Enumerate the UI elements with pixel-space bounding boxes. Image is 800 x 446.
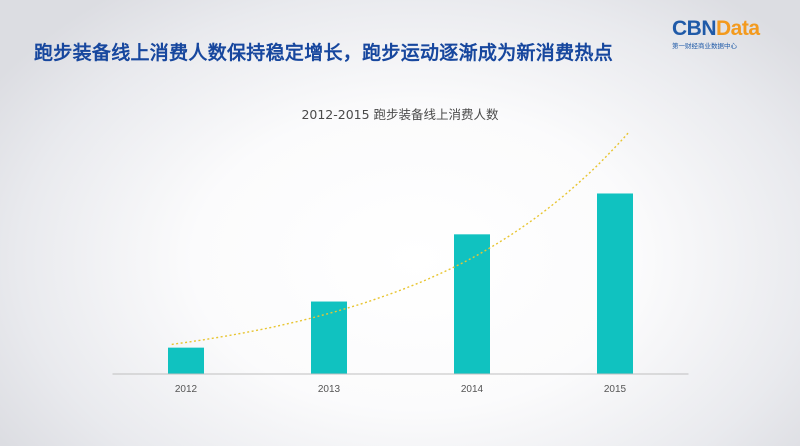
cbndata-logo: CBNData 第一财经商业数据中心 bbox=[672, 17, 784, 51]
x-tick-2013: 2013 bbox=[318, 384, 341, 395]
trendline bbox=[171, 131, 630, 346]
bar-2013 bbox=[311, 301, 347, 374]
headline: 跑步装备线上消费人数保持稳定增长，跑步运动逐渐成为新消费热点 bbox=[34, 42, 614, 64]
x-tick-2014: 2014 bbox=[461, 384, 484, 395]
x-tick-2015: 2015 bbox=[604, 384, 627, 395]
logo-text-cbn: CBN bbox=[672, 17, 717, 40]
logo-text-data: Data bbox=[716, 17, 760, 40]
bar-2014 bbox=[454, 234, 490, 374]
x-tick-labels: 2012 2013 2014 2015 bbox=[175, 384, 627, 395]
x-tick-2012: 2012 bbox=[175, 384, 198, 395]
logo-subtitle: 第一财经商业数据中心 bbox=[672, 42, 737, 50]
chart-title: 2012-2015 跑步装备线上消费人数 bbox=[301, 107, 499, 122]
bars-group bbox=[168, 193, 633, 374]
bar-2012 bbox=[168, 347, 204, 374]
bar-2015 bbox=[597, 193, 633, 374]
